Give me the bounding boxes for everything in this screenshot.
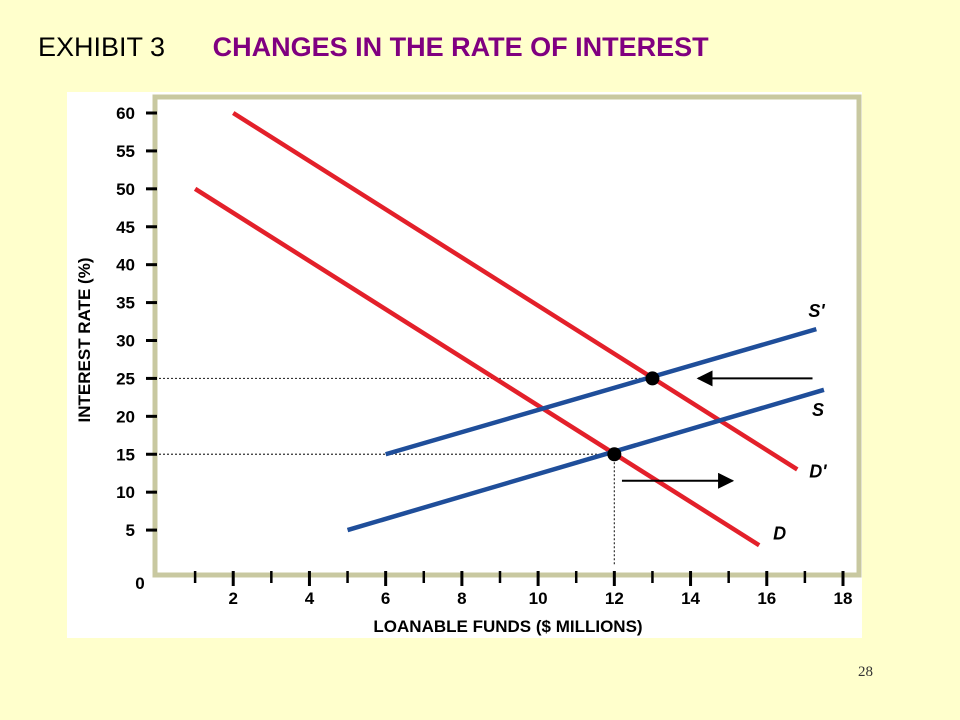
chart-heading: CHANGES IN THE RATE OF INTEREST (212, 32, 709, 62)
x-tick-label: 2 (228, 589, 237, 608)
y-tick-label: 30 (116, 332, 135, 351)
exhibit-label: EXHIBIT 3 (38, 32, 166, 62)
x-tick-label: 14 (681, 589, 700, 608)
y-tick-label: 40 (116, 256, 135, 275)
y-tick-label: 55 (116, 142, 135, 161)
y-axis-title: INTEREST RATE (%) (75, 258, 94, 423)
x-tick-label: 10 (529, 589, 548, 608)
curve-s-prime (385, 326, 817, 457)
x-tick-label: 12 (605, 589, 624, 608)
curve-d-prime (232, 111, 799, 472)
equilibrium-point (607, 447, 622, 462)
y-tick-label: 15 (116, 445, 135, 464)
y-tick-label: 25 (116, 369, 135, 388)
equilibrium-points (607, 371, 660, 462)
y-tick-label: 5 (126, 521, 135, 540)
y-tick-label: 20 (116, 407, 135, 426)
axes: 5 10 15 20 25 30 35 40 45 50 55 60 2 4 6 8 10 12 14 16 18 (116, 104, 852, 608)
curve-label: D' (809, 461, 827, 481)
y-tick-label: 50 (116, 180, 135, 199)
guide-lines (159, 377, 653, 566)
curve-s (346, 387, 825, 533)
x-axis-title: LOANABLE FUNDS ($ MILLIONS) (373, 617, 642, 636)
slide-title: EXHIBIT 3 CHANGES IN THE RATE OF INTERES… (38, 32, 709, 63)
y-tick-label: 10 (116, 483, 135, 502)
shift-arrows (621, 370, 813, 489)
y-tick-label: 45 (116, 218, 135, 237)
origin-label: 0 (135, 574, 144, 593)
x-tick-label: 8 (457, 589, 466, 608)
plot-area (152, 94, 862, 578)
x-tick-label: 4 (305, 589, 315, 608)
x-tick-label: 16 (757, 589, 776, 608)
curve-label: S' (808, 301, 825, 321)
y-tick-label: 35 (116, 294, 135, 313)
curve-d (193, 186, 761, 548)
equilibrium-point (645, 371, 660, 386)
slide-number: 28 (858, 664, 873, 680)
x-tick-label: 18 (834, 589, 853, 608)
y-tick-label: 60 (116, 104, 135, 123)
curves: D D' S S' (193, 111, 827, 548)
x-tick-label: 6 (381, 589, 390, 608)
curve-label: S (812, 400, 824, 420)
curve-label: D (773, 523, 786, 543)
